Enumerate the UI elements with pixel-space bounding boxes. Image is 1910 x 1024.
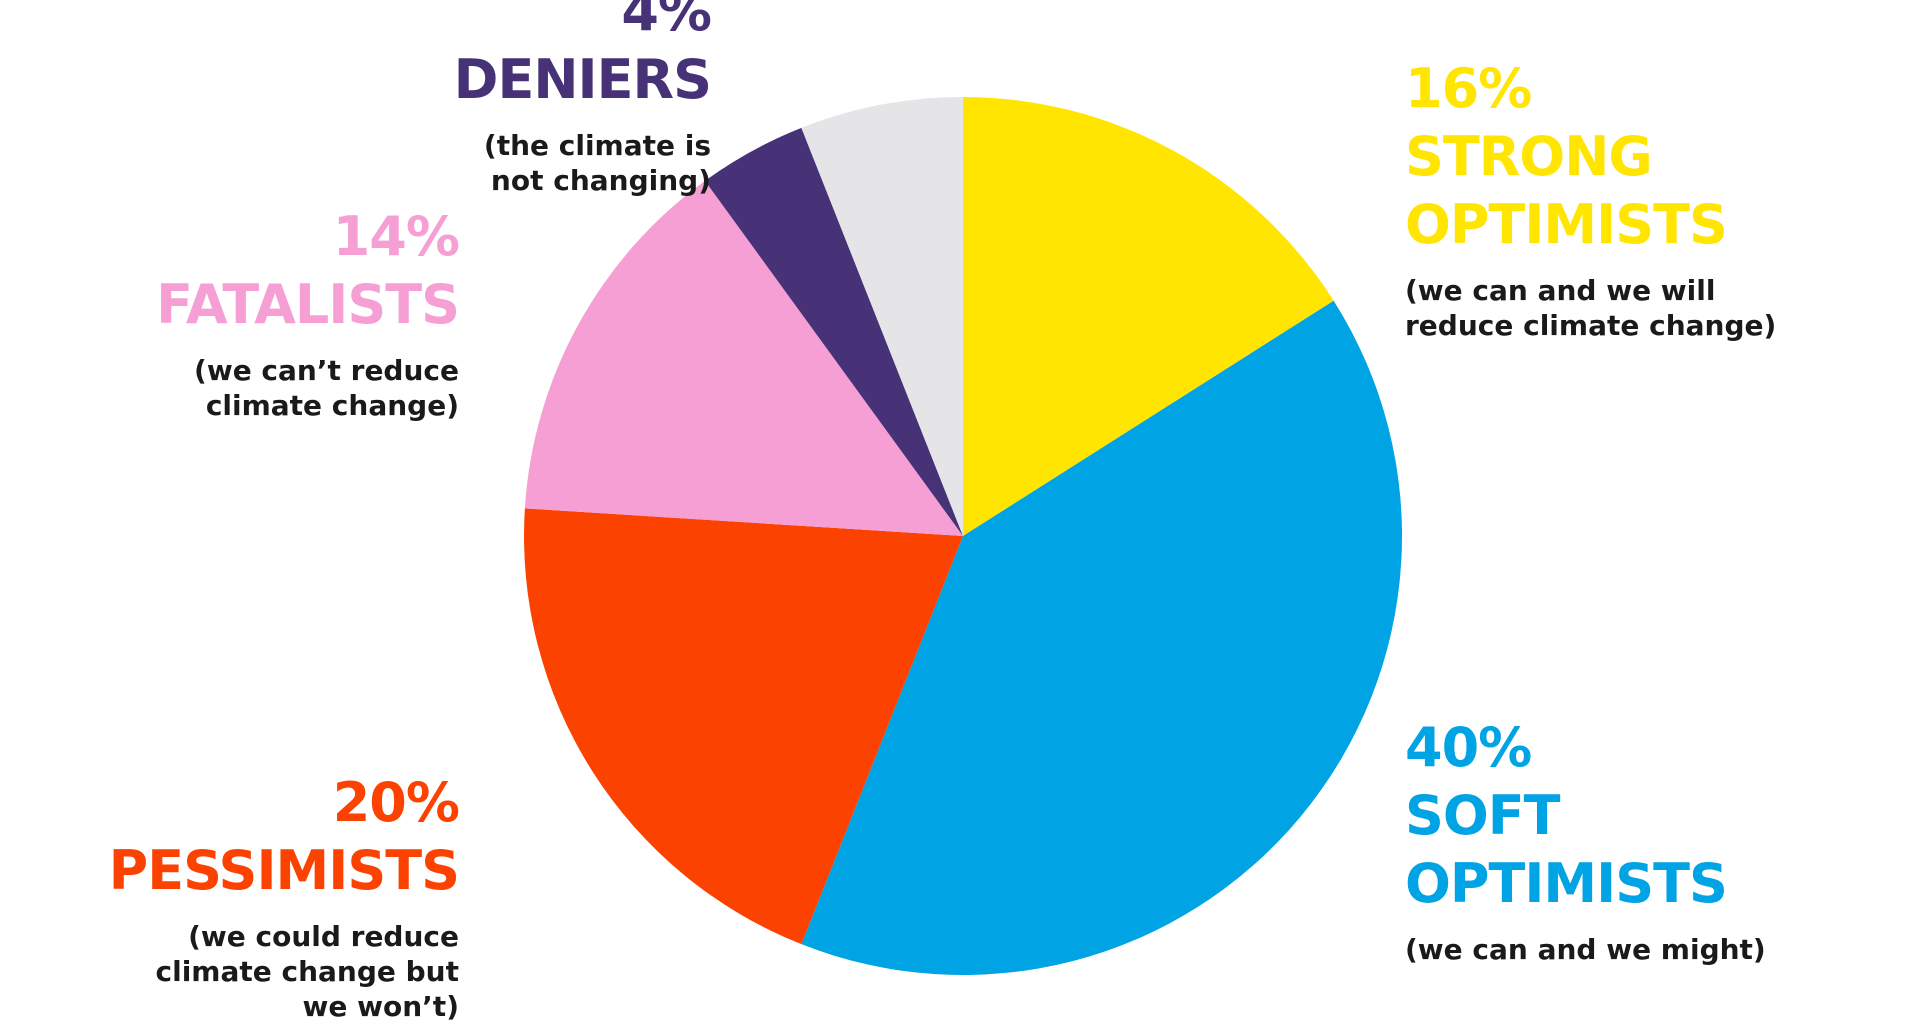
category-label: FATALISTS xyxy=(156,273,460,336)
description-line: (the climate is xyxy=(483,129,711,162)
description: (we can and we might) xyxy=(1405,932,1766,967)
slice-label: 40% SOFT OPTIMISTS (we can and we might) xyxy=(1405,714,1766,967)
percent-label: 16% xyxy=(1405,57,1532,120)
description: (we could reduce climate change but we won… xyxy=(109,919,460,1024)
description-line: (we can and we might) xyxy=(1405,933,1766,966)
pie-slice xyxy=(801,97,963,536)
description-line: climate change but xyxy=(155,955,460,988)
slice-label: 16% STRONG OPTIMISTS (we can and we will re… xyxy=(1405,55,1776,343)
description-line: we won’t) xyxy=(302,990,459,1023)
percent-label: 20% xyxy=(332,771,460,834)
pie-slice xyxy=(524,180,963,536)
pie-slice xyxy=(704,127,963,536)
description: (we can and we will reduce climate change… xyxy=(1405,273,1776,343)
category-label: DENIERS xyxy=(453,48,712,111)
pie-slice xyxy=(524,508,963,945)
description: (we can’t reduce climate change) xyxy=(156,353,459,423)
pie-slice xyxy=(801,300,1402,975)
page: (() => { const data = JSON.parse(documen… xyxy=(108,0,1777,1023)
description-line: (we could reduce xyxy=(188,920,459,953)
category-label: SOFT OPTIMISTS xyxy=(1405,784,1728,915)
slice-label: 4% DENIERS (the climate is not changing) xyxy=(453,0,712,198)
category-label: PESSIMISTS xyxy=(108,839,460,902)
description: (the climate is not changing) xyxy=(454,128,711,198)
description-line: climate change) xyxy=(205,389,459,422)
slice-label: 14% FATALISTS (we can’t reduce climate chan… xyxy=(156,203,460,423)
description-line: not changing) xyxy=(490,164,711,197)
slice-label: 20% PESSIMISTS (we could reduce climate cha… xyxy=(108,769,460,1024)
category-label: STRONG OPTIMISTS xyxy=(1405,125,1728,256)
description-line: (we can’t reduce xyxy=(194,354,459,387)
pie-slice xyxy=(963,97,1334,536)
percent-label: 40% xyxy=(1405,716,1532,779)
percent-label: 14% xyxy=(332,205,460,268)
percent-label: 4% xyxy=(621,0,712,43)
pie-chart xyxy=(524,97,1402,975)
description-line: (we can and we will xyxy=(1405,274,1716,307)
description-line: reduce climate change) xyxy=(1405,309,1777,342)
